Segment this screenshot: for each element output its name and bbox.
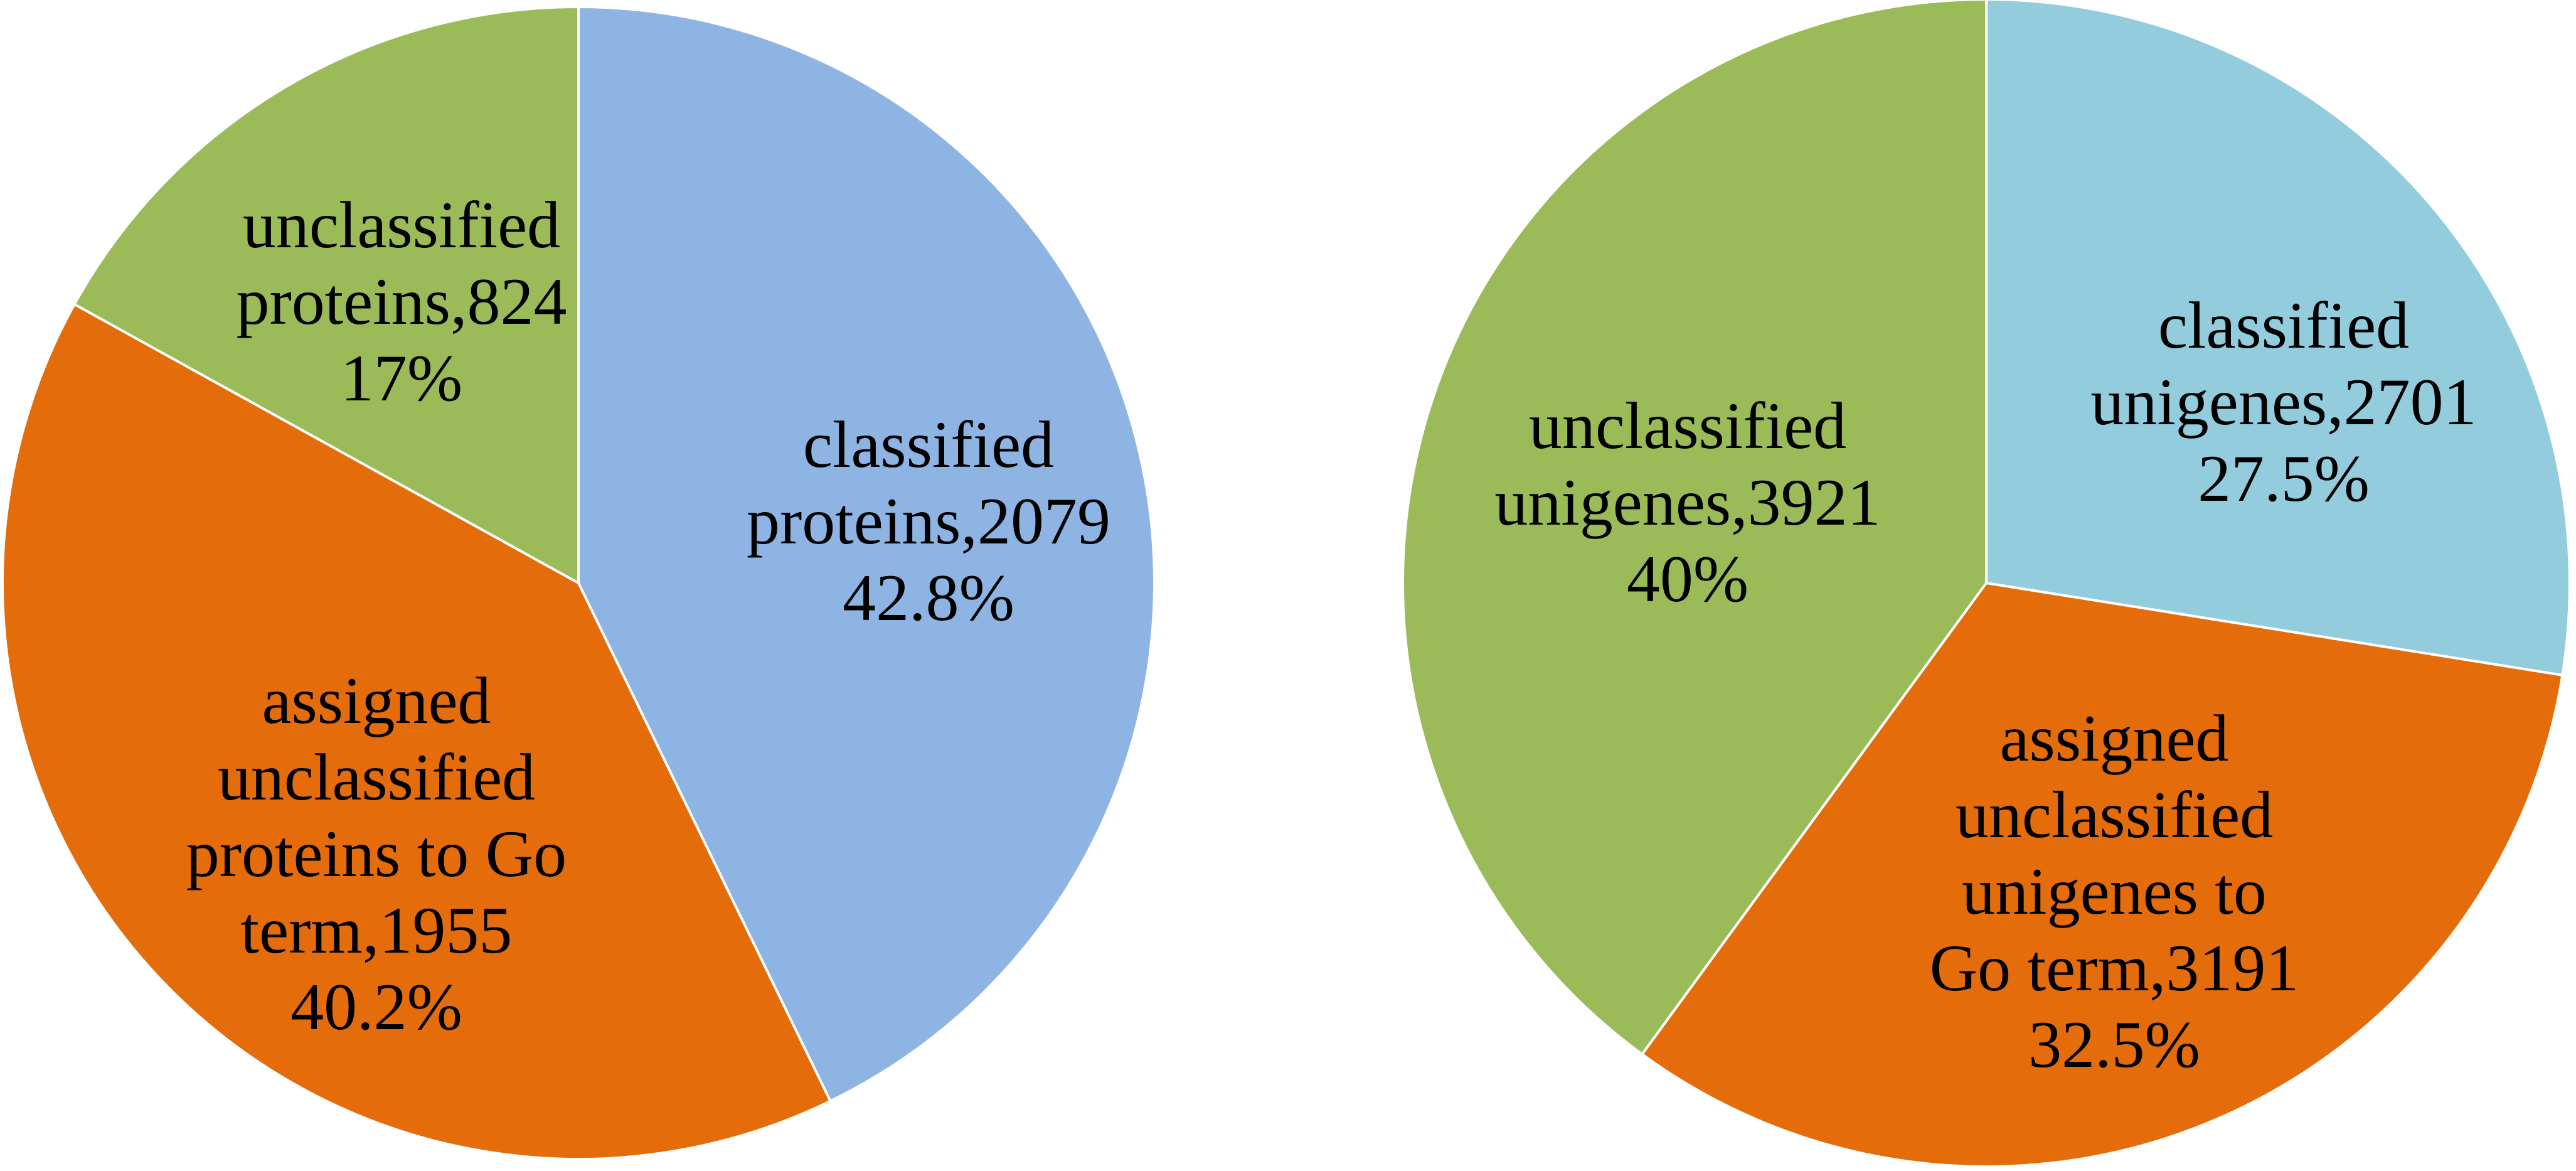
data-label-line: 32.5%: [2028, 1008, 2200, 1081]
data-label-line: unigenes to: [1962, 855, 2267, 928]
data-label-line: unclassified: [1529, 389, 1846, 463]
data-label-line: 40%: [1627, 542, 1748, 616]
pie-slice-unclassified-unigenes: [1402, 0, 1988, 1056]
data-label-line: unclassified: [218, 741, 535, 814]
data-label-line: proteins to Go: [186, 817, 567, 890]
data-label-line: proteins,2079: [747, 484, 1110, 558]
pie-slice-assigned-unclassified-unigenes-to-go-term: [1640, 581, 2564, 1168]
data-label: classified proteins,2079 42.8%: [747, 408, 1110, 634]
pie-chart-proteins: classified proteins,2079 42.8%assigned uncl…: [1, 5, 1156, 1160]
data-label: classified unigenes,2701 27.5%: [2090, 289, 2476, 515]
pie-chart-unigenes: classified unigenes,2701 27.5%assigned uncl…: [1402, 0, 2571, 1168]
data-label-line: unigenes,3921: [1494, 466, 1880, 539]
data-label: unclassified unigenes,3921 40%: [1494, 389, 1880, 616]
data-label-line: classified: [803, 408, 1054, 481]
pie-slice-unclassified-proteins: [72, 5, 580, 586]
data-label-line: classified: [2158, 289, 2409, 362]
data-label-line: assigned: [262, 664, 491, 737]
data-label-line: unclassified: [243, 188, 560, 262]
pie-slice-assigned-unclassified-proteins-to-go-term: [1, 302, 833, 1160]
pie-slice-classified-proteins: [577, 5, 1156, 1103]
data-label: unclassified proteins,824 17%: [237, 188, 567, 415]
data-label-line: 40.2%: [290, 970, 462, 1044]
data-label-line: 27.5%: [2198, 442, 2370, 515]
data-label-line: assigned: [1999, 702, 2228, 775]
data-label: assigned unclassified unigenes to Go term,3…: [1930, 702, 2299, 1081]
pie-slice-classified-unigenes: [1985, 0, 2571, 677]
data-label: assigned unclassified proteins to Go term,1…: [186, 664, 567, 1044]
data-label-line: proteins,824: [237, 265, 567, 338]
data-label-line: Go term,3191: [1930, 931, 2299, 1005]
data-label-line: unclassified: [1956, 778, 2273, 852]
data-label-line: 17%: [341, 341, 462, 415]
data-label-line: term,1955: [241, 894, 513, 967]
data-label-line: unigenes,2701: [2090, 365, 2476, 439]
data-label-line: 42.8%: [843, 561, 1014, 634]
